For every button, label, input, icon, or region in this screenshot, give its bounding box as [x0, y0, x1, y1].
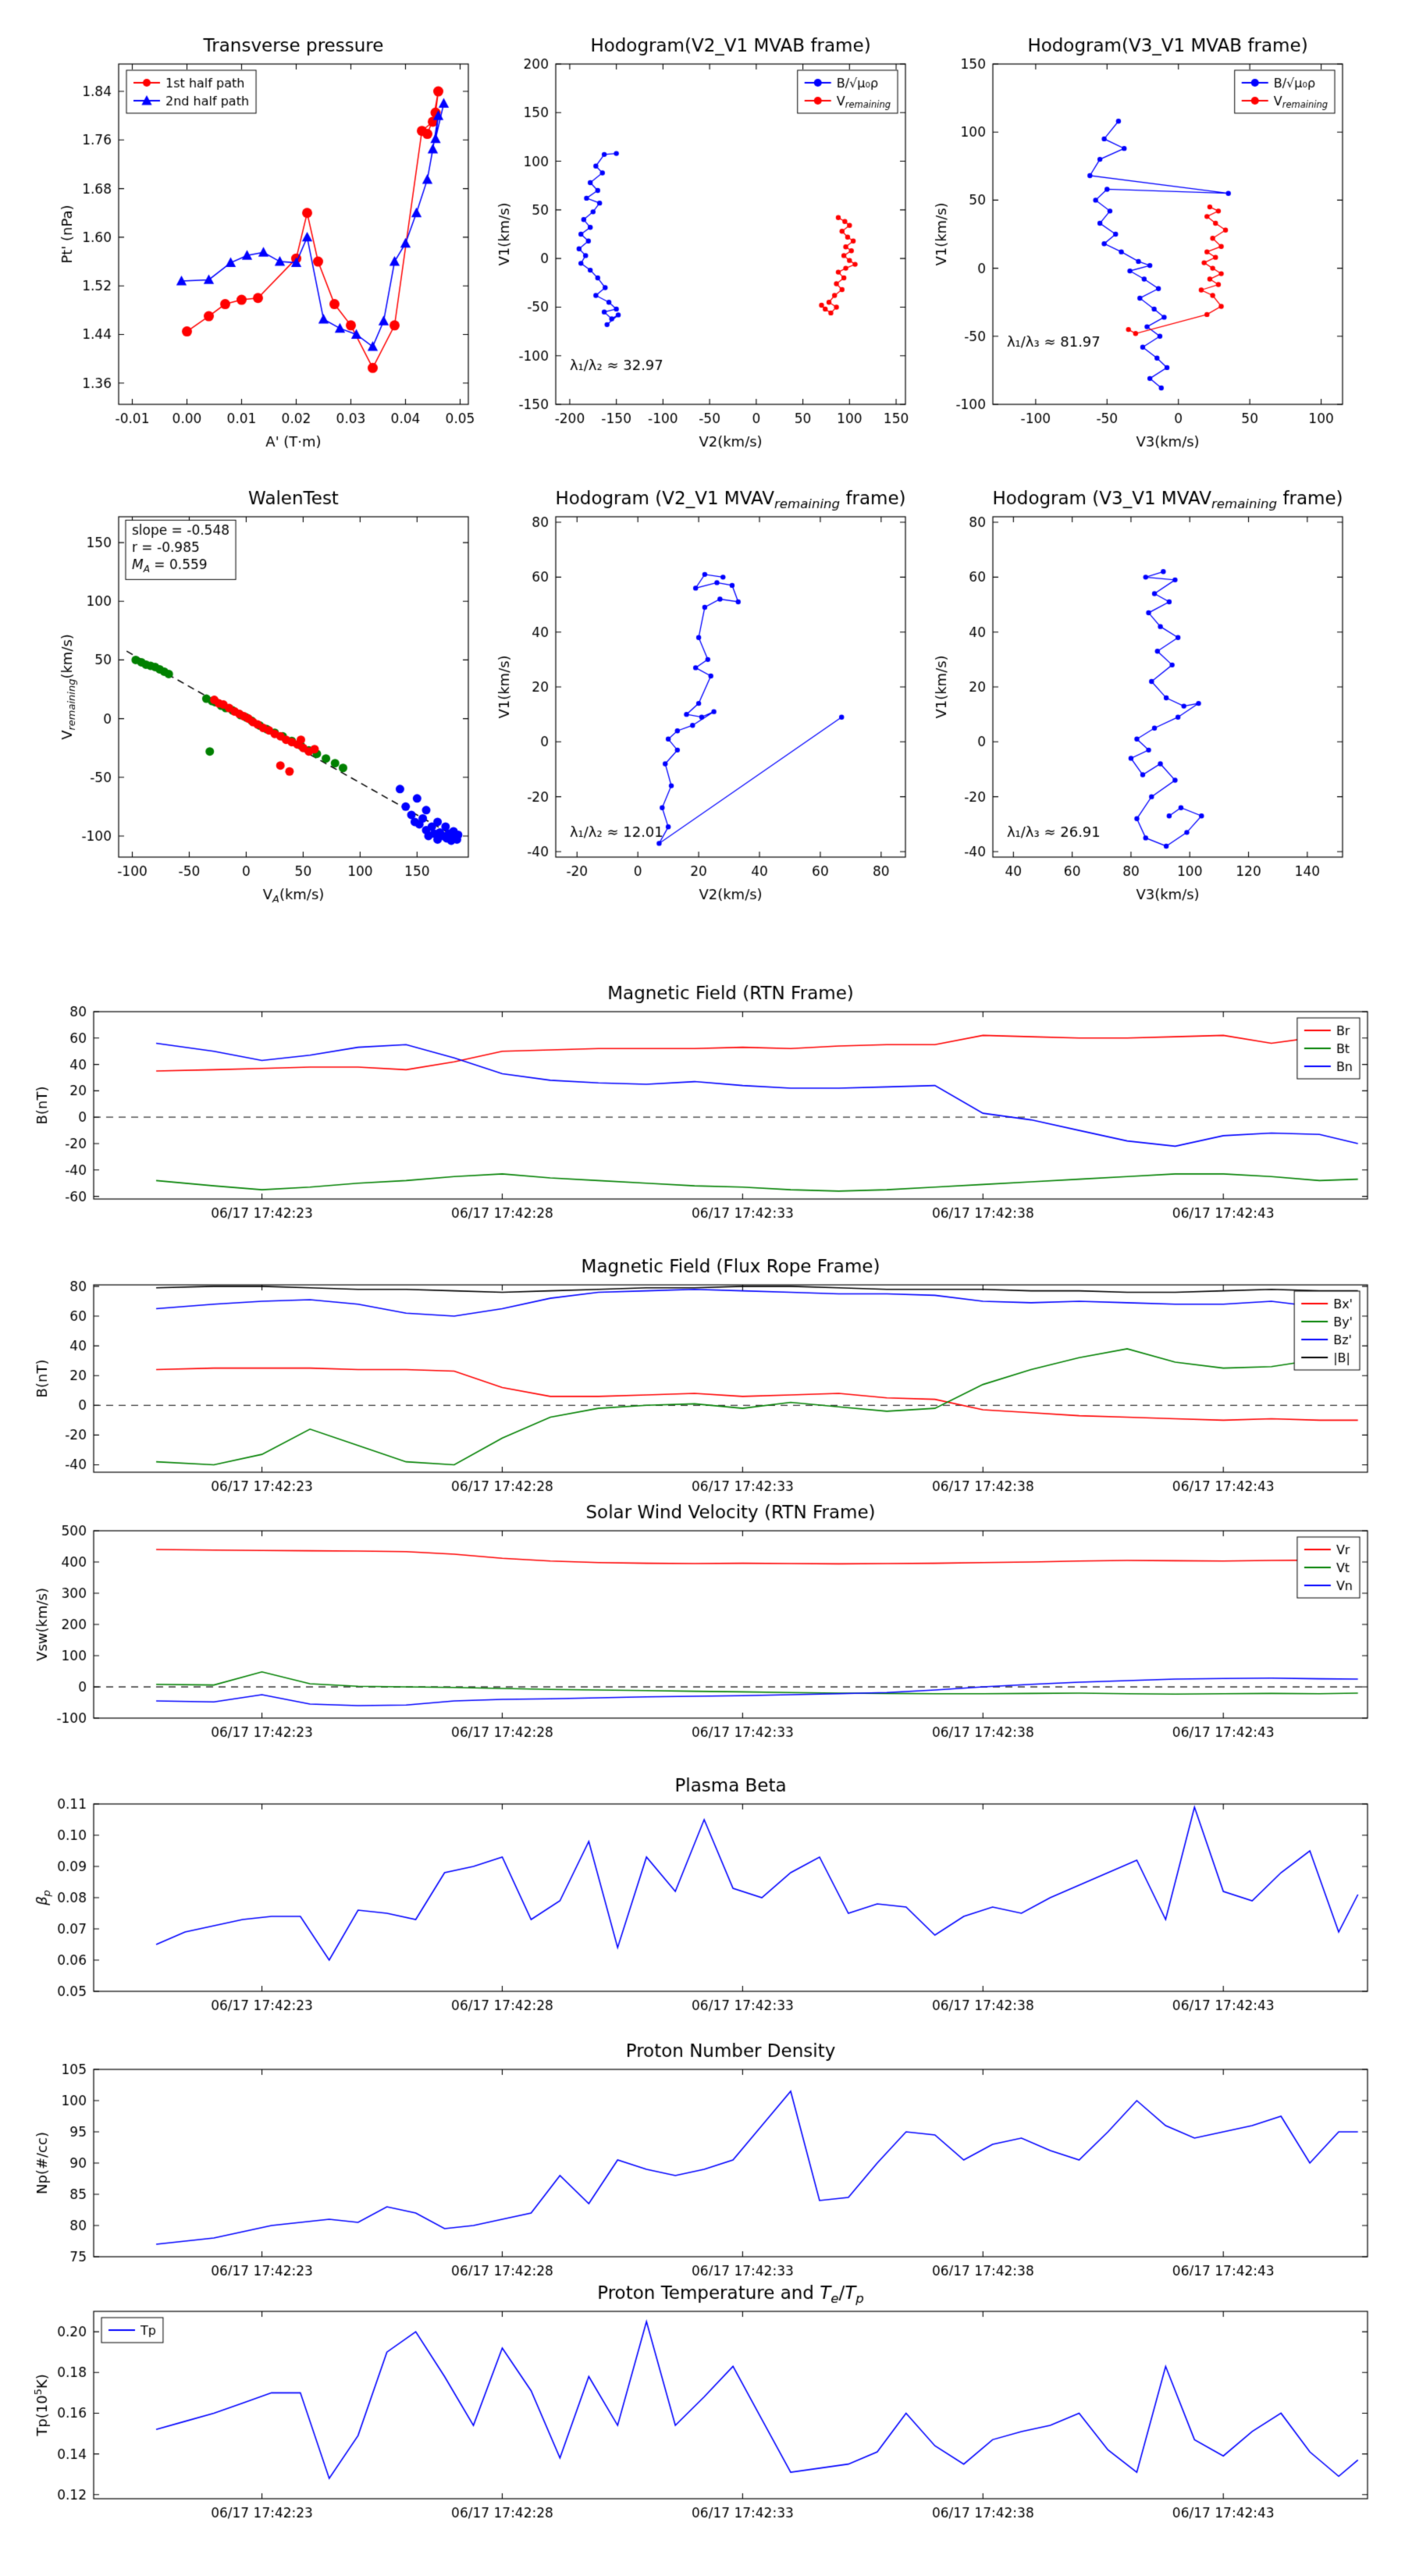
- chart-transverse-pressure: [47, 23, 484, 461]
- chart-plasma-beta: [16, 1768, 1389, 2026]
- chart-hodogram-v3v1-mvav: [921, 476, 1358, 913]
- chart-walen-test: [47, 476, 484, 913]
- chart-hodogram-v3v1-mvab: [921, 23, 1358, 461]
- chart-proton-temperature: [16, 2275, 1389, 2533]
- chart-magnetic-field-rtn: [16, 976, 1389, 1233]
- chart-magnetic-field-fluxrope: [16, 1249, 1389, 1507]
- chart-hodogram-v2v1-mvav: [484, 476, 921, 913]
- chart-solar-wind-velocity: [16, 1495, 1389, 1752]
- chart-hodogram-v2v1-mvab: [484, 23, 921, 461]
- chart-proton-number-density: [16, 2033, 1389, 2291]
